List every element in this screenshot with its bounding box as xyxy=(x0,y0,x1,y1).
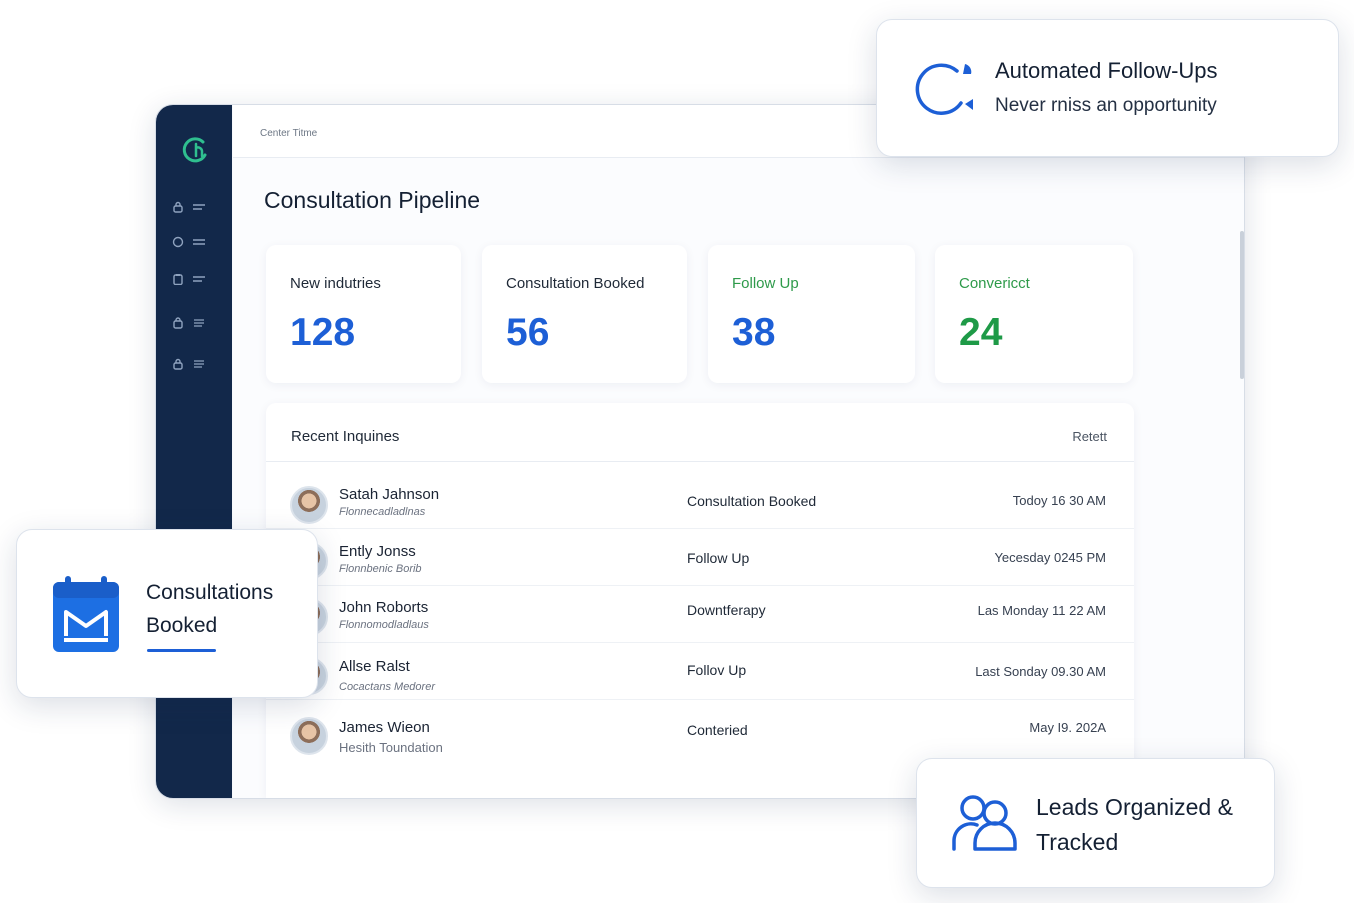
app-window: Center Titme Consultation Pipeline New i… xyxy=(155,104,1245,799)
card-title: Consultations Booked xyxy=(146,581,274,637)
stat-label: Follow Up xyxy=(732,275,799,292)
table-row[interactable]: James Wieon Hesith Toundation Conteried … xyxy=(266,701,1134,757)
card-subtitle: Never rniss an opportunity xyxy=(995,95,1217,116)
recent-inquiries-panel: Recent Inquines Retett Satah Jahnson Flo… xyxy=(266,403,1134,798)
lead-time: Las Monday 11 22 AM xyxy=(977,603,1106,618)
card-title: Leads Organized & Tracked xyxy=(1036,794,1233,855)
stat-value: 128 xyxy=(290,311,356,354)
calendar-icon xyxy=(53,576,119,652)
users-icon xyxy=(952,795,1017,851)
lead-time: May I9. 202A xyxy=(1029,720,1106,735)
recent-inquiries-title: Recent Inquines xyxy=(291,428,400,445)
stat-label: Convericct xyxy=(959,275,1030,292)
lead-status: Consultation Booked xyxy=(687,493,817,509)
stat-card-converted[interactable]: Convericct 24 xyxy=(935,245,1133,383)
lead-status: Downtferapy xyxy=(687,602,766,618)
lead-name: James Wieon xyxy=(339,719,430,736)
sidebar-item-4[interactable] xyxy=(172,312,216,334)
lock-icon xyxy=(173,358,183,370)
leads-organized-card: Leads Organized & Tracked xyxy=(916,758,1275,888)
main-content: Center Titme Consultation Pipeline New i… xyxy=(233,105,1244,798)
page-title: Consultation Pipeline xyxy=(264,187,481,213)
card-title: Automated Follow-Ups xyxy=(995,58,1218,83)
lead-status: Conteried xyxy=(687,722,748,738)
app-logo-icon[interactable] xyxy=(181,135,211,165)
menu-lines-icon xyxy=(193,239,205,245)
stat-card-new-inquiries[interactable]: New indutries 128 xyxy=(266,245,461,383)
stat-card-consultation-booked[interactable]: Consultation Booked 56 xyxy=(482,245,687,383)
table-row[interactable]: Allse Ralst Cocactans Medorer Follov Up … xyxy=(266,643,1134,700)
circle-icon xyxy=(172,236,184,248)
lead-name: John Roborts xyxy=(339,599,429,616)
menu-lines-icon xyxy=(194,360,204,368)
avatar xyxy=(290,717,328,755)
lead-time: Last Sonday 09.30 AM xyxy=(975,664,1106,679)
lead-time: Yecesday 0245 PM xyxy=(994,550,1106,565)
menu-lines-icon xyxy=(194,319,204,327)
lead-time: Todoy 16 30 AM xyxy=(1012,493,1106,508)
stat-card-follow-up[interactable]: Follow Up 38 xyxy=(708,245,915,383)
avatar xyxy=(290,486,328,524)
refresh-icon xyxy=(915,63,973,115)
lead-organization: Cocactans Medorer xyxy=(339,681,435,693)
sidebar-item-3[interactable] xyxy=(172,268,216,290)
lead-name: Allse Ralst xyxy=(339,658,410,675)
lead-organization: Hesith Toundation xyxy=(339,740,443,755)
stat-value: 56 xyxy=(506,311,550,354)
stat-label: New indutries xyxy=(290,275,381,292)
table-row[interactable]: Ently Jonss Flonnbenic Borib Follow Up Y… xyxy=(266,529,1134,586)
lead-name: Ently Jonss xyxy=(339,543,416,560)
sidebar-item-2[interactable] xyxy=(172,231,216,253)
automated-follow-ups-card: Automated Follow-Ups Never rniss an oppo… xyxy=(876,19,1339,157)
sidebar-item-5[interactable] xyxy=(172,353,216,375)
table-row[interactable]: Satah Jahnson Flonnecadladlnas Consultat… xyxy=(266,472,1134,529)
recent-action-link[interactable]: Retett xyxy=(1072,429,1107,444)
menu-lines-icon xyxy=(193,276,205,282)
lock-icon xyxy=(173,201,183,213)
lead-status: Follov Up xyxy=(687,662,747,678)
table-row[interactable]: John Roborts Flonnomodladlaus Downtferap… xyxy=(266,586,1134,643)
lead-status: Follow Up xyxy=(687,550,750,566)
card-underline xyxy=(147,649,216,652)
clipboard-icon xyxy=(173,274,183,285)
stat-value: 38 xyxy=(732,311,776,354)
recent-inquiries-header: Recent Inquines Retett xyxy=(266,403,1134,462)
lead-name: Satah Jahnson xyxy=(339,486,440,503)
window-title: Center Titme xyxy=(260,128,318,139)
stat-value: 24 xyxy=(959,311,1003,354)
lead-organization: Flonnomodladlaus xyxy=(339,619,429,631)
lead-organization: Flonnbenic Borib xyxy=(339,563,422,575)
menu-lines-icon xyxy=(193,204,205,210)
sidebar-item-1[interactable] xyxy=(172,196,216,218)
consultations-booked-card: Consultations Booked xyxy=(16,529,318,698)
lead-organization: Flonnecadladlnas xyxy=(339,506,426,518)
scrollbar[interactable] xyxy=(1240,231,1244,379)
lock-icon xyxy=(173,317,183,329)
stat-label: Consultation Booked xyxy=(506,275,645,292)
